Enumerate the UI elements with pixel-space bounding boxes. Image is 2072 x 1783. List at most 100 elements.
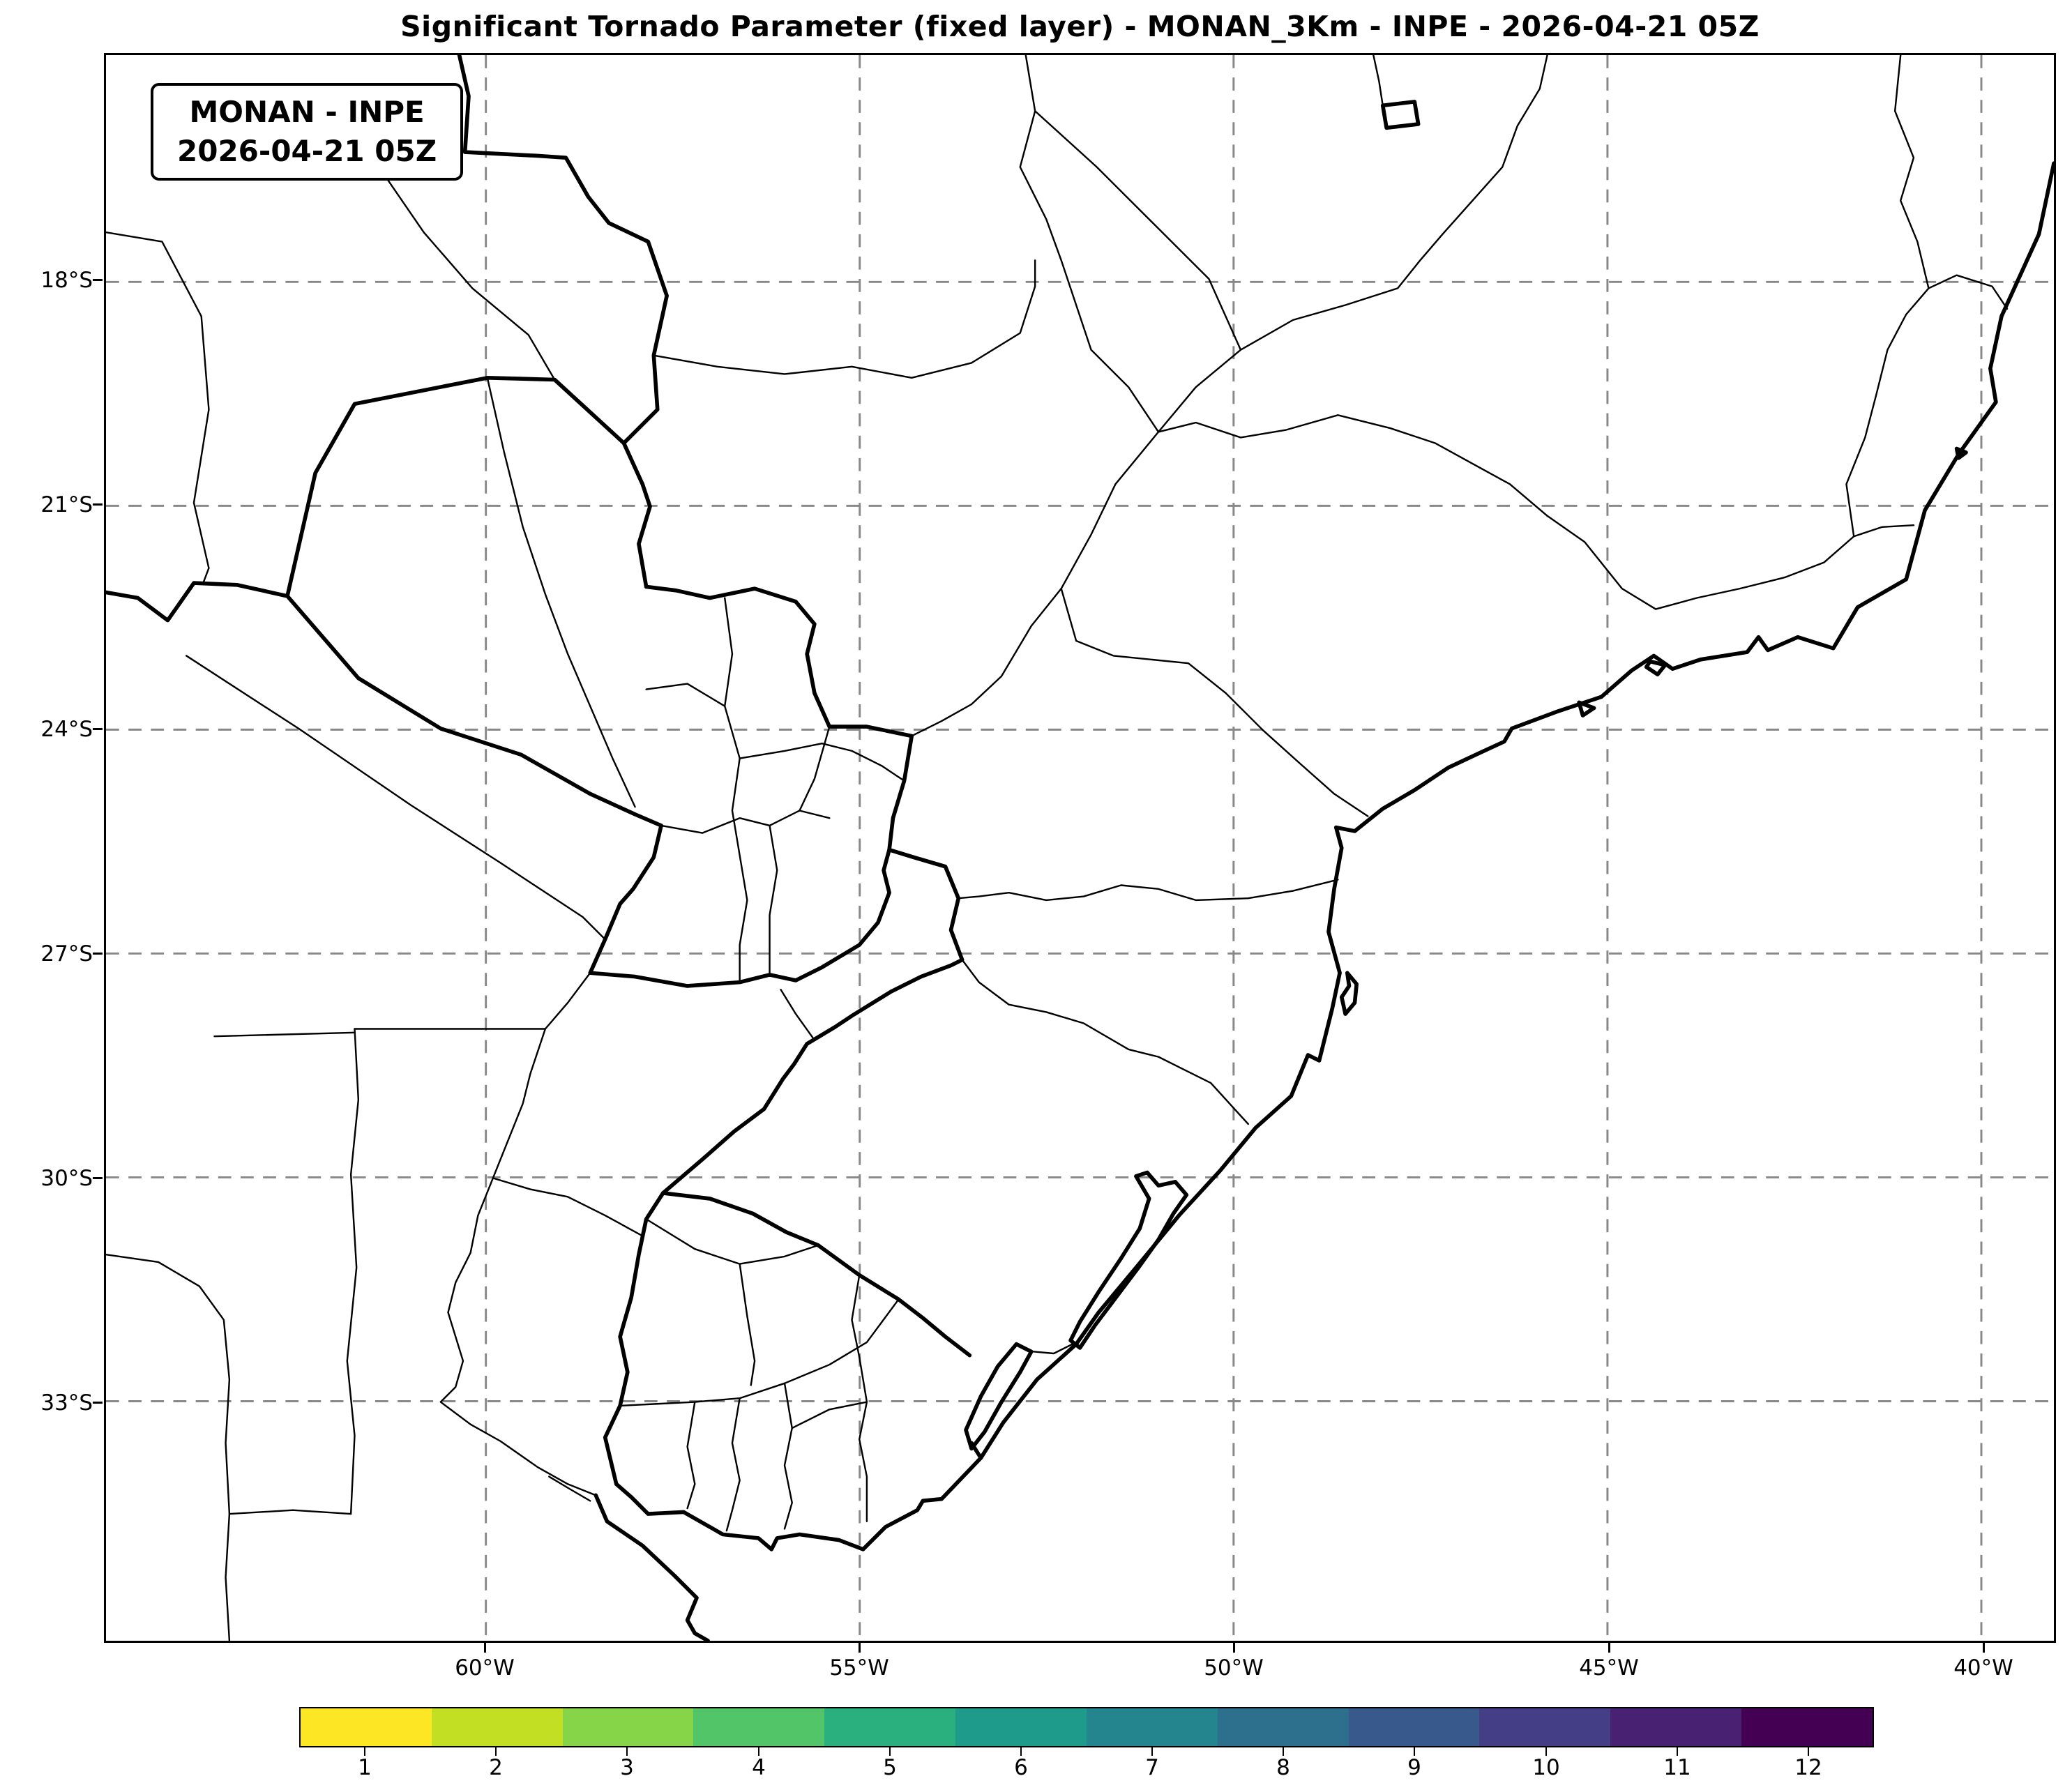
colorbar-tick-mark: [1283, 1747, 1284, 1756]
sao-sebastiao-island: [1577, 700, 1596, 718]
border-cordoba-santa-fe: [346, 1028, 360, 1515]
colorbar-tick-mark: [1414, 1747, 1415, 1756]
colorbar-tick-label: 1: [358, 1755, 372, 1780]
border-parana-river-ms-sp: [911, 431, 1160, 737]
colorbar-segment: [1741, 1708, 1873, 1746]
border-bolivia-depts-a: [378, 166, 556, 381]
border-paraguay: [285, 376, 914, 988]
y-tick-mark: [93, 1402, 103, 1404]
x-tick-label: 60°W: [455, 1655, 515, 1680]
colorbar-segment: [693, 1708, 825, 1746]
distrito-federal-outline: [1380, 100, 1421, 130]
y-tick-mark: [93, 953, 103, 955]
colorbar-segment: [1217, 1708, 1349, 1746]
border-brazil-argentina: [660, 847, 965, 1195]
y-tick-label: 21°S: [40, 492, 93, 517]
border-uruguay-river-ar-uy: [603, 1191, 665, 1487]
border-santiago-santa-fe: [213, 1031, 356, 1038]
x-tick-mark: [1608, 1643, 1610, 1653]
border-bermejo-river: [186, 655, 606, 941]
x-tick-label: 40°W: [1953, 1655, 2013, 1680]
border-rs-sc: [961, 959, 1249, 1125]
colorbar-segment: [955, 1708, 1087, 1746]
latlon-grid: [106, 55, 2054, 1641]
colorbar-tick-mark: [1151, 1747, 1153, 1756]
border-df-to-top: [1372, 55, 1384, 107]
model-info-line1: MONAN - INPE: [189, 95, 425, 129]
colorbar-segment: [1479, 1708, 1611, 1746]
coastline-argentina-plata: [593, 1493, 710, 1641]
y-tick-label: 27°S: [40, 941, 93, 966]
border-corrientes-entre-rios: [492, 1177, 644, 1237]
border-cordoba-west: [106, 1254, 231, 1515]
colorbar-tick-label: 8: [1276, 1755, 1290, 1780]
colorbar-segment: [1348, 1708, 1480, 1746]
ilha-grande-island: [1644, 659, 1668, 677]
colorbar-tick-mark: [1545, 1747, 1547, 1756]
x-tick-label: 45°W: [1579, 1655, 1639, 1680]
colorbar-tick-label: 5: [883, 1755, 897, 1780]
colorbar-tick-mark: [364, 1747, 365, 1756]
border-uy-rio-negro: [619, 1298, 900, 1407]
colorbar-tick-label: 12: [1794, 1755, 1822, 1780]
x-tick-mark: [1983, 1643, 1985, 1653]
y-tick-label: 18°S: [40, 268, 93, 293]
map-plot-area: MONAN - INPE 2026-04-21 05Z: [104, 53, 2056, 1643]
border-mg-ba-north: [1893, 55, 1930, 289]
colorbar-tick-label: 11: [1663, 1755, 1691, 1780]
y-tick-mark: [93, 279, 103, 281]
y-tick-label: 24°S: [40, 717, 93, 742]
border-parana-river-argentina: [439, 972, 597, 1496]
y-tick-mark: [93, 728, 103, 730]
border-bolivia-depts-b: [106, 231, 210, 584]
y-tick-mark: [93, 503, 103, 506]
colorbar-segment: [431, 1708, 563, 1746]
colorbar-tick-mark: [626, 1747, 628, 1756]
border-bolivia-brazil: [457, 55, 669, 446]
border-uy-dept-3: [739, 1263, 756, 1386]
border-py-dept-5: [799, 725, 831, 812]
coastline-brazil-uruguay: [614, 161, 2054, 1551]
colorbar-tick-label: 2: [489, 1755, 503, 1780]
border-uy-dept-2: [645, 1218, 819, 1265]
y-tick-label: 30°S: [40, 1166, 93, 1191]
y-tick-label: 33°S: [40, 1390, 93, 1416]
border-uy-dept-8: [791, 1401, 868, 1429]
colorbar-tick-label: 6: [1014, 1755, 1028, 1780]
x-tick-label: 50°W: [1204, 1655, 1264, 1680]
colorbar-gradient: [299, 1707, 1874, 1747]
florianopolis-island: [1339, 971, 1359, 1016]
colorbar-tick-mark: [758, 1747, 759, 1756]
sao-goncalo-channel: [1032, 1343, 1073, 1355]
border-parana-delta: [548, 1475, 591, 1502]
coast-and-national-borders: [106, 55, 2054, 1641]
vitoria-islets: [1954, 446, 1968, 460]
colorbar-tick-mark: [1808, 1747, 1809, 1756]
border-corrientes-misiones: [780, 989, 816, 1041]
x-tick-mark: [1233, 1643, 1235, 1653]
border-bolivia-argentina: [106, 581, 289, 623]
state-boundaries: [106, 55, 2009, 1641]
border-go-mg-paranaiba: [1157, 55, 1548, 433]
colorbar-segment: [562, 1708, 694, 1746]
y-tick-mark: [93, 1177, 103, 1179]
colorbar-tick-mark: [889, 1747, 891, 1756]
colorbar-tick-mark: [1677, 1747, 1678, 1756]
colorbar-tick-label: 7: [1145, 1755, 1159, 1780]
x-tick-mark: [859, 1643, 861, 1653]
lagoa-mirim: [964, 1342, 1034, 1451]
colorbar-tick-mark: [495, 1747, 497, 1756]
colorbar-tick-label: 9: [1407, 1755, 1421, 1780]
colorbar-segment: [301, 1708, 432, 1746]
colorbar-tick-label: 4: [752, 1755, 766, 1780]
border-mt-go: [1019, 55, 1160, 433]
border-py-dept-6: [739, 742, 905, 782]
colorbar-tick-label: 10: [1532, 1755, 1560, 1780]
border-sc-pr: [958, 879, 1339, 902]
border-mg-es-ba: [1845, 274, 2009, 538]
border-brazil-uruguay: [660, 1191, 983, 1460]
x-tick-mark: [484, 1643, 486, 1653]
border-go-diagonal: [1034, 110, 1242, 351]
border-mt-ms: [653, 259, 1036, 379]
